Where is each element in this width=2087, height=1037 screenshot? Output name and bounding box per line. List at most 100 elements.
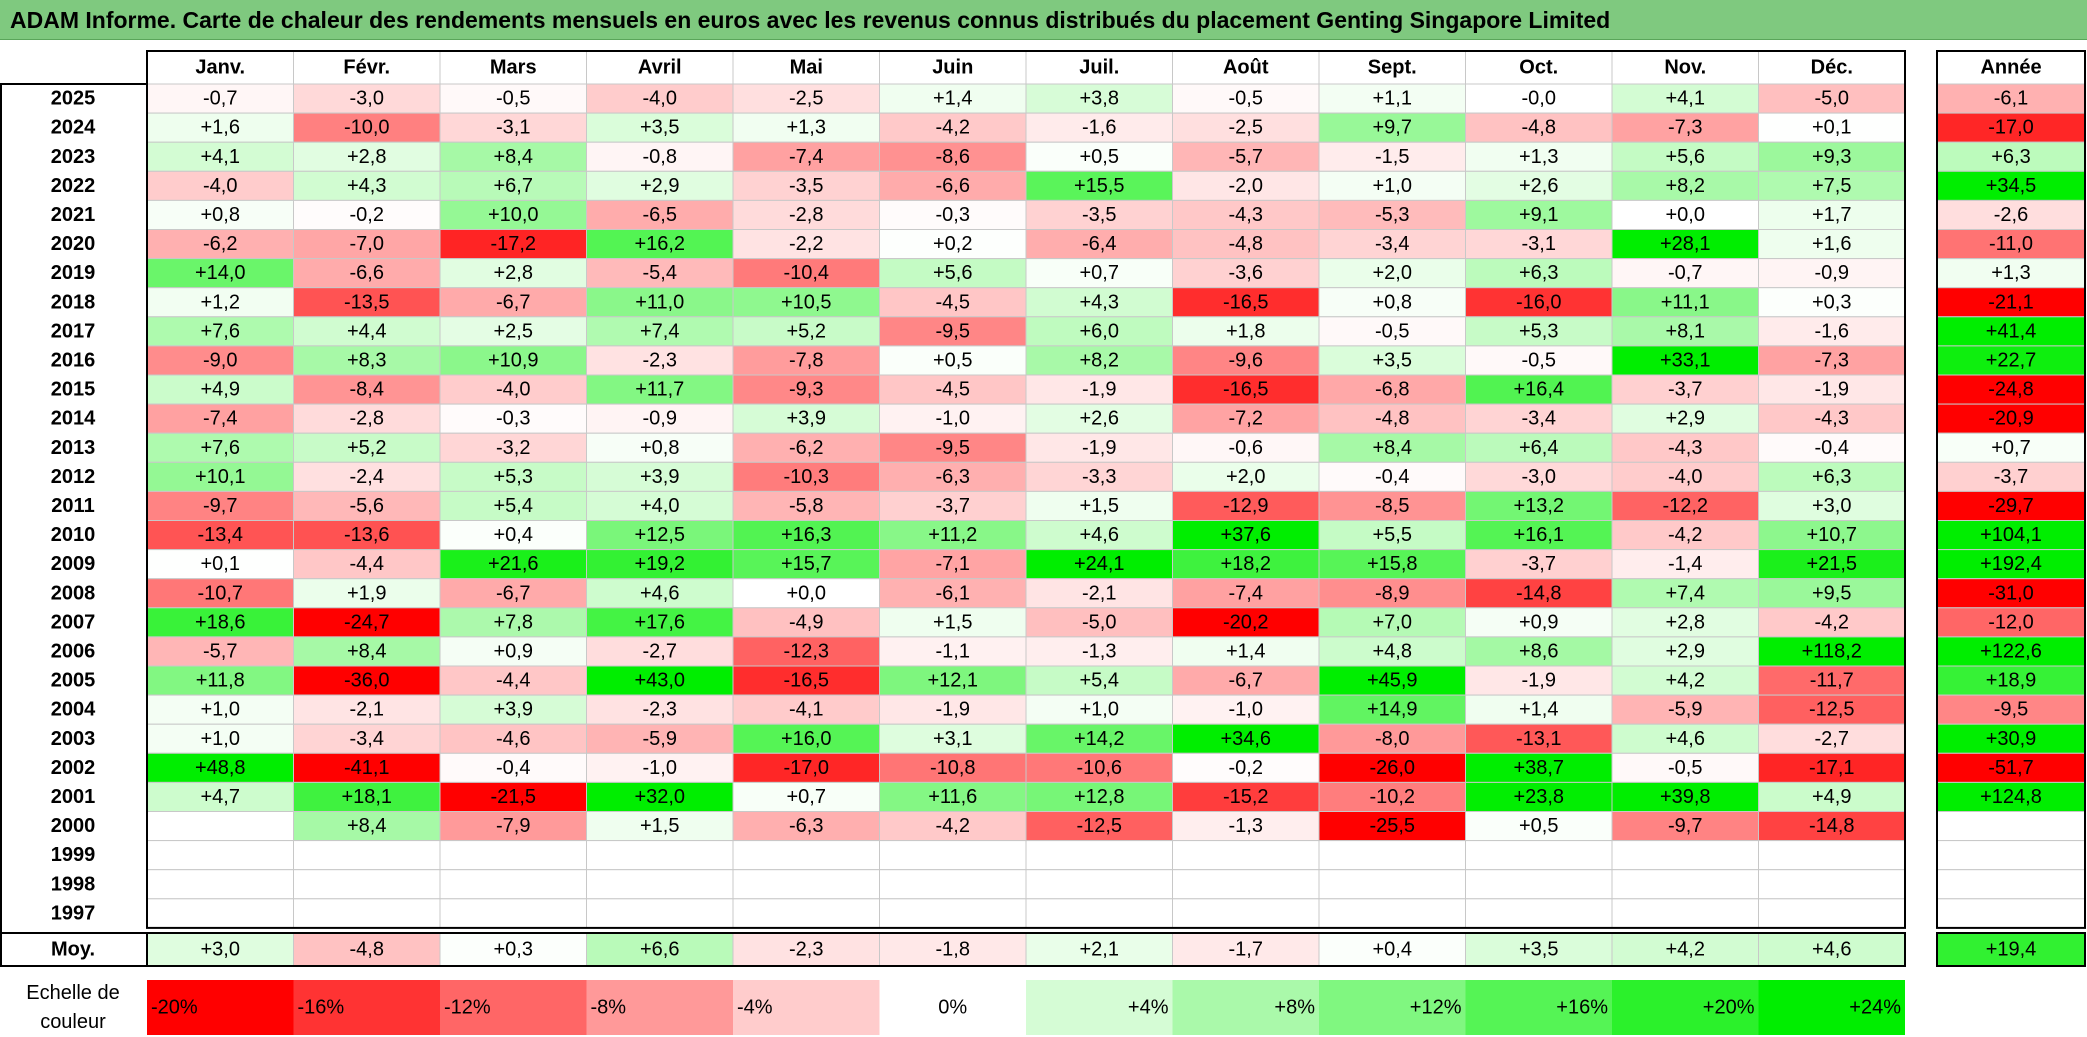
cell-value: -0,7 bbox=[1668, 262, 1702, 284]
heat-cell bbox=[146, 229, 294, 260]
cell-value: +1,4 bbox=[1519, 699, 1558, 721]
cell-value: -0,5 bbox=[496, 88, 530, 110]
heat-cell bbox=[586, 83, 734, 114]
year-label: 2016 bbox=[51, 349, 96, 371]
heat-cell bbox=[1465, 869, 1613, 900]
heat-cell bbox=[732, 461, 880, 492]
cell-value: +1,0 bbox=[201, 728, 240, 750]
annual-value: -11,0 bbox=[1989, 233, 2033, 255]
cell-value: +3,5 bbox=[640, 117, 679, 139]
heat-cell bbox=[1758, 199, 1906, 230]
cell-value: -2,8 bbox=[350, 408, 384, 430]
cell-value: +3,9 bbox=[787, 408, 826, 430]
month-header-cell bbox=[879, 50, 1027, 85]
cell-value: +8,2 bbox=[1080, 349, 1119, 371]
heat-cell bbox=[439, 461, 587, 492]
month-header: Juil. bbox=[1079, 57, 1119, 79]
heat-cell bbox=[1318, 112, 1466, 143]
heat-cell bbox=[293, 199, 441, 230]
cell-value: +2,8 bbox=[1666, 611, 1705, 633]
scale-swatch bbox=[1612, 980, 1759, 1035]
cell-value: -1,9 bbox=[1082, 437, 1116, 459]
cell-value: +2,8 bbox=[494, 262, 533, 284]
cell-value: -1,9 bbox=[936, 699, 970, 721]
cell-value: -1,0 bbox=[936, 408, 970, 430]
average-value: +3,5 bbox=[1519, 939, 1558, 961]
heat-cell bbox=[1758, 840, 1906, 871]
cell-value: +1,0 bbox=[201, 699, 240, 721]
cell-value: -4,8 bbox=[1229, 233, 1263, 255]
annual-value: -29,7 bbox=[1988, 495, 2034, 517]
cell-value: -4,0 bbox=[203, 175, 237, 197]
cell-value: +3,5 bbox=[1373, 349, 1412, 371]
heat-cell bbox=[879, 83, 1027, 114]
cell-value: -6,7 bbox=[496, 291, 530, 313]
cell-value: -2,3 bbox=[643, 349, 677, 371]
scale-swatch bbox=[879, 980, 1026, 1035]
average-value: +4,6 bbox=[1812, 939, 1851, 961]
cell-value: +1,9 bbox=[347, 582, 386, 604]
cell-value: +4,3 bbox=[347, 175, 386, 197]
cell-value: +15,5 bbox=[1074, 175, 1125, 197]
heat-cell bbox=[732, 723, 880, 754]
heat-cell bbox=[1758, 83, 1906, 114]
scale-tick-label: -12% bbox=[444, 997, 491, 1019]
heat-cell bbox=[146, 199, 294, 230]
cell-value: -2,3 bbox=[643, 699, 677, 721]
heat-cell bbox=[1465, 840, 1613, 871]
heat-cell bbox=[1758, 723, 1906, 754]
cell-value: +5,4 bbox=[1080, 670, 1119, 692]
cell-value: +18,6 bbox=[195, 611, 246, 633]
cell-value: +5,2 bbox=[787, 320, 826, 342]
cell-value: -10,7 bbox=[197, 582, 243, 604]
month-header: Nov. bbox=[1664, 57, 1706, 79]
cell-value: +0,9 bbox=[494, 640, 533, 662]
heat-cell bbox=[1172, 287, 1320, 318]
annual-value: +124,8 bbox=[1980, 786, 2042, 808]
cell-value: -14,8 bbox=[1516, 582, 1562, 604]
heat-cell bbox=[1025, 374, 1173, 405]
heat-cell bbox=[439, 752, 587, 783]
heat-cell bbox=[1611, 840, 1759, 871]
heat-cell bbox=[1465, 490, 1613, 521]
cell-value: +1,0 bbox=[1080, 699, 1119, 721]
heat-cell bbox=[1172, 520, 1320, 551]
heat-cell bbox=[1758, 432, 1906, 463]
heat-cell bbox=[439, 665, 587, 696]
heat-cell bbox=[146, 141, 294, 172]
annual-cell bbox=[1936, 83, 2086, 114]
cell-value: -6,2 bbox=[789, 437, 823, 459]
cell-value: -3,6 bbox=[1229, 262, 1263, 284]
scale-tick-label: -16% bbox=[298, 997, 345, 1019]
heat-cell bbox=[1172, 869, 1320, 900]
month-header: Sept. bbox=[1368, 57, 1417, 79]
cell-value: +2,0 bbox=[1373, 262, 1412, 284]
heat-cell bbox=[146, 461, 294, 492]
cell-value: -0,0 bbox=[1522, 88, 1556, 110]
year-label: 2000 bbox=[51, 815, 96, 837]
heat-cell bbox=[1611, 694, 1759, 725]
cell-value: -5,8 bbox=[789, 495, 823, 517]
cell-value: +4,9 bbox=[1812, 786, 1851, 808]
heat-cell bbox=[439, 432, 587, 463]
heat-cell bbox=[1025, 83, 1173, 114]
cell-value: -11,7 bbox=[1810, 670, 1854, 692]
heat-cell bbox=[586, 781, 734, 813]
cell-value: -0,9 bbox=[1815, 262, 1849, 284]
cell-value: +37,6 bbox=[1220, 524, 1271, 546]
cell-value: -0,7 bbox=[203, 88, 237, 110]
cell-value: -5,4 bbox=[643, 262, 677, 284]
heat-cell bbox=[146, 840, 294, 871]
heat-cell bbox=[293, 170, 441, 201]
cell-value: -16,5 bbox=[783, 670, 829, 692]
cell-value: +8,1 bbox=[1666, 320, 1705, 342]
average-label: Moy. bbox=[51, 939, 95, 961]
heat-cell bbox=[1611, 723, 1759, 754]
cell-value: +6,0 bbox=[1080, 320, 1119, 342]
heat-cell bbox=[586, 840, 734, 871]
cell-value: -6,4 bbox=[1082, 233, 1116, 255]
heat-cell bbox=[146, 898, 294, 929]
annual-value: -17,0 bbox=[1988, 117, 2034, 139]
year-label: 2008 bbox=[51, 582, 96, 604]
heat-cell bbox=[879, 316, 1027, 347]
